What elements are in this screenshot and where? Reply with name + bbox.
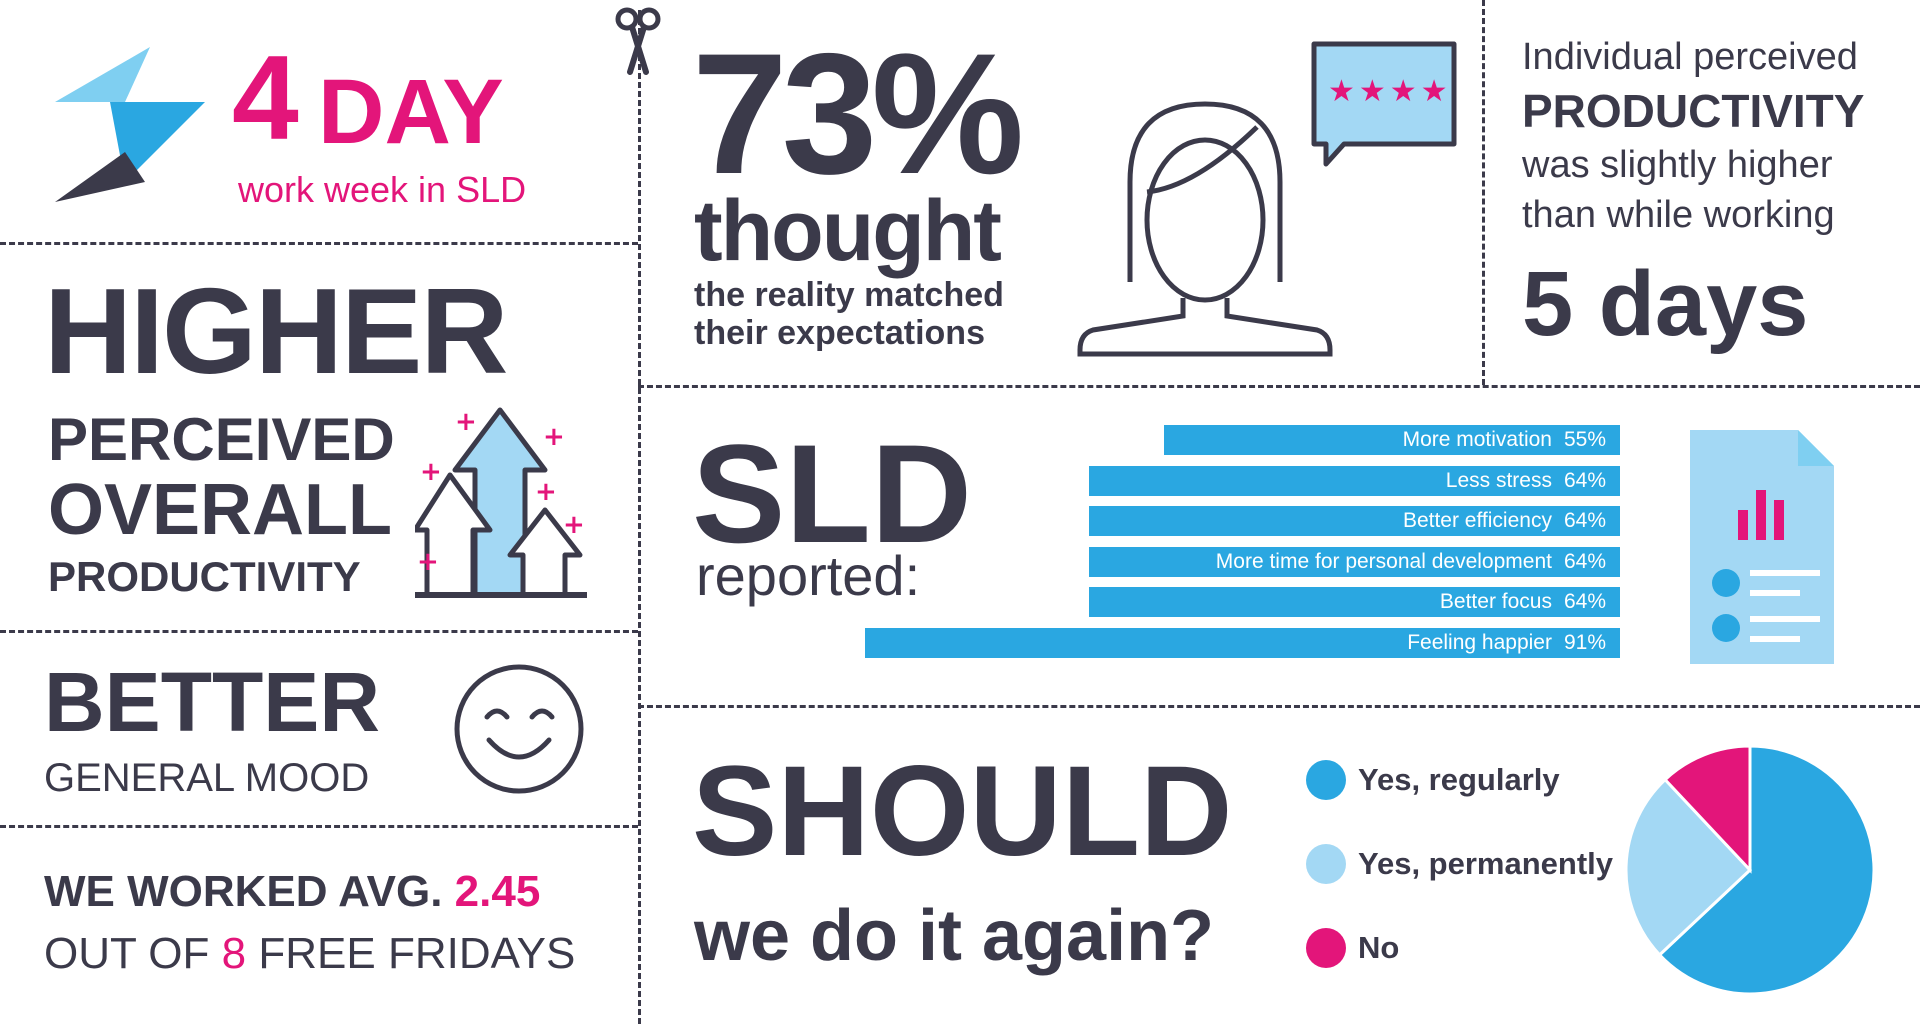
header-subtitle: work week in SLD: [238, 169, 527, 210]
divider-horizontal-3: [0, 825, 638, 828]
individual-line3: was slightly higher: [1522, 144, 1833, 186]
bar-value-label: 64%: [1563, 549, 1606, 573]
expectations-word: thought: [694, 183, 1002, 279]
higher-headline: HIGHER: [44, 263, 508, 399]
free-fridays-line: OUT OF 8 FREE FRIDAYS: [44, 932, 575, 976]
bar-value-label: 64%: [1563, 590, 1606, 613]
divider-horizontal-2: [0, 630, 638, 633]
divider-horizontal-1: [0, 242, 638, 245]
expectations-percent: 73%: [692, 18, 1024, 210]
individual-line4: than while working: [1522, 194, 1835, 236]
free-fridays-value: 8: [221, 929, 247, 978]
bar-feeling-happier: Feeling happier 91%: [864, 627, 1620, 658]
legend-label: Yes, permanently: [1358, 846, 1614, 881]
legend-label: Yes, regularly: [1358, 762, 1560, 797]
free-fridays-suffix: FREE FRIDAYS: [258, 929, 576, 978]
legend-swatch: [1306, 844, 1346, 884]
should-pie-chart: [1624, 744, 1876, 996]
reported-bar-chart: More motivation 55% Less stress 64% Better e…: [790, 425, 1620, 670]
expectations-line1: the reality matched: [694, 276, 1004, 314]
perceived-text: PERCEIVED: [48, 406, 395, 473]
speech-bubble-rating-icon: ★★★★: [1310, 40, 1458, 167]
bar-label: Feeling happier: [1407, 630, 1552, 654]
arrow-bolt-logo-icon: [55, 47, 205, 202]
legend-label: No: [1358, 930, 1400, 965]
svg-text:+: +: [420, 457, 442, 487]
pie-slice-no: [1662, 744, 1752, 874]
bar-more-motivation: More motivation 55%: [1163, 425, 1620, 455]
legend-swatch: [1306, 928, 1346, 968]
productivity-text: PRODUCTIVITY: [48, 553, 361, 600]
better-headline: BETTER: [44, 655, 380, 749]
worked-avg-prefix: WE WORKED AVG.: [44, 867, 443, 916]
should-subline: we do it again?: [694, 896, 1215, 976]
svg-text:+: +: [455, 407, 477, 437]
report-document-icon: [1690, 430, 1834, 664]
overall-text: OVERALL: [48, 470, 393, 550]
pie-slice-yes-permanently: [1624, 777, 1753, 958]
pie-slice-yes-regularly: [1657, 744, 1876, 996]
rising-arrows-icon: + + + + + +: [415, 407, 587, 598]
reported-subline: reported:: [696, 544, 921, 607]
five-days-text: 5 days: [1522, 253, 1809, 355]
smiley-face-icon: [454, 664, 584, 794]
four-day-word: DAY: [318, 61, 504, 163]
expectations-line2: their expectations: [694, 314, 985, 352]
bar-better-efficiency: Better efficiency 64%: [1088, 506, 1620, 536]
bar-value-label: 64%: [1563, 509, 1606, 532]
bar-less-stress: Less stress 64%: [1088, 465, 1620, 496]
svg-text:+: +: [417, 547, 439, 577]
legend-swatch: [1306, 760, 1346, 800]
divider-horizontal-right-2: [638, 705, 1920, 708]
scissors-icon: [615, 7, 661, 75]
free-fridays-prefix: OUT OF: [44, 929, 210, 978]
svg-text:+: +: [563, 510, 585, 540]
person-outline-icon: [1077, 101, 1333, 357]
worked-avg-value: 2.45: [454, 867, 541, 916]
bar-value-label: 64%: [1563, 468, 1606, 492]
should-headline: SHOULD: [692, 740, 1233, 883]
pie-legend: Yes, regularly Yes, permanently No: [1306, 760, 1636, 970]
rating-stars: ★★★★: [1328, 74, 1452, 109]
svg-text:+: +: [535, 477, 557, 507]
worked-avg-line: WE WORKED AVG. 2.45: [44, 870, 540, 914]
divider-vertical-top-right: [1482, 0, 1485, 385]
general-mood-text: GENERAL MOOD: [44, 756, 370, 800]
bar-label: Less stress: [1445, 468, 1552, 492]
sld-headline: SLD: [692, 415, 972, 572]
svg-text:+: +: [543, 422, 565, 452]
bar-label: Better efficiency: [1402, 509, 1552, 532]
legend-item: No: [1306, 928, 1399, 968]
divider-horizontal-right-1: [638, 385, 1920, 388]
bar-value-label: 55%: [1563, 428, 1606, 451]
four-day-number: 4: [232, 31, 299, 165]
legend-item: Yes, permanently: [1306, 844, 1613, 884]
bar-value-label: 91%: [1563, 630, 1606, 654]
divider-vertical-main: [638, 10, 641, 1024]
bar-label: More motivation: [1402, 428, 1552, 451]
bar-label: More time for personal development: [1215, 549, 1552, 573]
individual-line1: Individual perceived: [1522, 36, 1858, 78]
legend-item: Yes, regularly: [1306, 760, 1560, 800]
individual-line2: PRODUCTIVITY: [1522, 85, 1865, 137]
bar-better-focus: Better focus 64%: [1088, 587, 1620, 617]
bar-more-time-for-personal-development: More time for personal development 64%: [1088, 546, 1620, 577]
bar-label: Better focus: [1439, 590, 1552, 613]
